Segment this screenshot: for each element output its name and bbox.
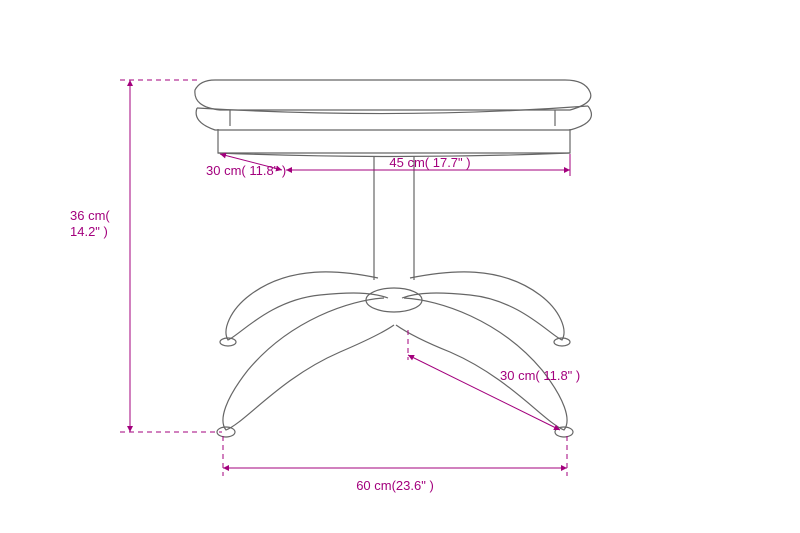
label-leg-depth-30: 30 cm( 11.8" ) — [500, 368, 580, 383]
label-base-width-60: 60 cm(23.6" ) — [356, 478, 434, 493]
stool-outline — [195, 80, 592, 437]
label-seat-depth-30: 30 cm( 11.8" ) — [206, 163, 286, 178]
label-seat-width-45: 45 cm( 17.7" ) — [389, 155, 470, 170]
dimensions — [120, 80, 570, 476]
dimension-diagram: 36 cm(14.2" ) 30 cm( 11.8" ) 45 cm( 17.7… — [0, 0, 800, 533]
label-height-36: 36 cm(14.2" ) — [70, 208, 110, 239]
dim-leg-depth-30 — [408, 355, 560, 430]
dimension-labels: 36 cm(14.2" ) 30 cm( 11.8" ) 45 cm( 17.7… — [70, 155, 580, 493]
